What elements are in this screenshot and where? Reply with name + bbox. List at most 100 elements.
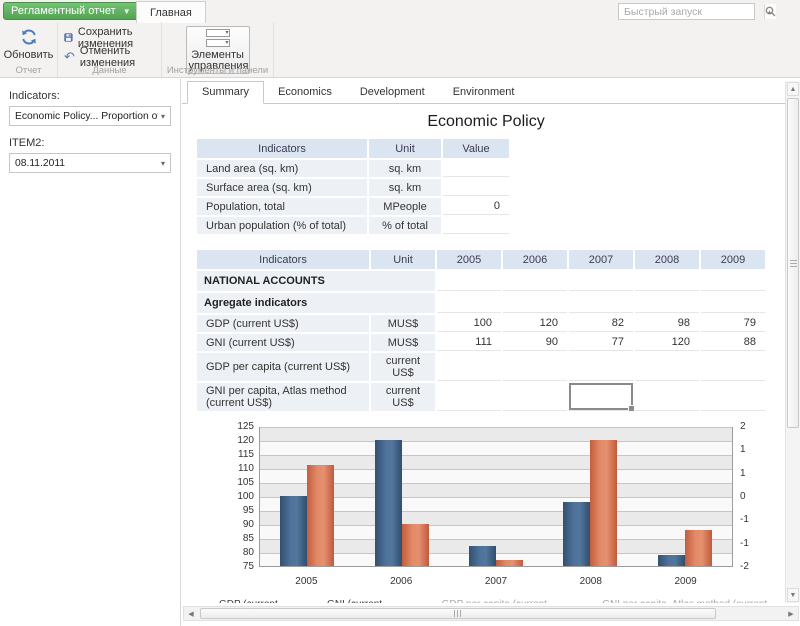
search-button[interactable] <box>764 4 776 19</box>
scroll-up-button[interactable]: ▲ <box>787 82 799 96</box>
bar-gni-2006 <box>401 524 429 566</box>
save-changes-label: Сохранить изменения <box>77 25 134 50</box>
value-cell[interactable]: 111 <box>437 334 501 351</box>
value-cell[interactable]: 0 <box>443 198 509 215</box>
scroll-right-button[interactable]: ▶ <box>784 607 798 620</box>
value-cell[interactable] <box>443 160 509 177</box>
combobox-controls-icon <box>205 28 230 49</box>
main-panel: Summary Economics Development Environmen… <box>182 79 800 626</box>
value-cell[interactable] <box>503 383 567 411</box>
ribbon-group-data: Сохранить изменения ↶ Отменить изменения… <box>58 22 162 77</box>
value-cell[interactable] <box>701 383 765 411</box>
value-cell[interactable] <box>503 353 567 381</box>
ribbon-group-tools: Элементы управления Инструменты и панели <box>162 22 274 77</box>
value-cell[interactable] <box>701 353 765 381</box>
vertical-scrollbar[interactable]: ▲ ▼ <box>785 81 800 603</box>
group-data-label: Данные <box>92 65 127 76</box>
horizontal-scroll-track[interactable] <box>198 607 784 620</box>
value-cell[interactable]: 82 <box>569 315 633 332</box>
scroll-down-button[interactable]: ▼ <box>787 588 799 602</box>
undo-changes-button[interactable]: ↶ Отменить изменения <box>62 45 157 69</box>
bar-gni-2005 <box>307 465 335 566</box>
bar-group-2006 <box>354 427 448 566</box>
bar-group-2005 <box>260 427 354 566</box>
bar-group-2008 <box>543 427 637 566</box>
refresh-button[interactable]: Обновить <box>1 25 57 63</box>
table-row: Population, total MPeople 0 <box>197 198 509 215</box>
value-cell[interactable] <box>635 383 699 411</box>
tab-development[interactable]: Development <box>359 86 425 98</box>
ribbon-tab-home[interactable]: Главная <box>136 1 206 23</box>
indicators-label: Indicators: <box>9 90 60 102</box>
years-table-header: Indicators Unit 2005 2006 2007 2008 2009 <box>197 250 765 269</box>
value-cell[interactable]: 100 <box>437 315 501 332</box>
group-report-label: Отчет <box>15 65 42 76</box>
save-changes-button[interactable]: Сохранить изменения <box>62 26 157 50</box>
summary-table: Indicators Unit Value Land area (sq. km)… <box>195 137 511 236</box>
bar-gdp-2008 <box>563 501 591 566</box>
value-cell[interactable]: 88 <box>701 334 765 351</box>
value-cell[interactable]: 120 <box>635 334 699 351</box>
x-axis-labels: 2005 2006 2007 2008 2009 <box>295 576 697 587</box>
table-row: GDP per capita (current US$) current US$ <box>197 353 765 381</box>
summary-table-header: Indicators Unit Value <box>197 139 509 158</box>
refresh-icon <box>21 29 36 45</box>
search-input[interactable] <box>619 4 764 19</box>
value-cell[interactable]: 79 <box>701 315 765 332</box>
section-row-national-accounts: NATIONAL ACCOUNTS <box>197 271 765 291</box>
arrow-down-icon: ▼ <box>789 591 797 599</box>
horizontal-scrollbar[interactable]: ◀ ▶ <box>183 606 799 621</box>
table-row: GNI (current US$) MUS$ 111 90 77 120 88 <box>197 334 765 351</box>
chevron-down-icon: ▾ <box>160 158 165 168</box>
chevron-down-icon: ▾ <box>160 111 165 121</box>
bar-gdp-2009 <box>657 554 685 566</box>
collapse-ribbon-button[interactable]: ▴ <box>763 6 776 17</box>
controls-button[interactable]: Элементы управления <box>185 26 250 74</box>
value-cell[interactable]: 77 <box>569 334 633 351</box>
table-row: Land area (sq. km) sq. km <box>197 160 509 177</box>
value-cell[interactable]: 98 <box>635 315 699 332</box>
collapse-ribbon-icon: ▴ <box>767 8 772 16</box>
tab-summary[interactable]: Summary <box>187 81 265 104</box>
chart-legend: GDP (current US$) GNI (current US$) GDP … <box>205 599 777 603</box>
thumb-grip-icon <box>454 610 462 617</box>
tab-environment[interactable]: Environment <box>452 86 515 98</box>
tab-economics[interactable]: Economics <box>278 86 332 98</box>
value-cell[interactable] <box>443 179 509 196</box>
value-cell[interactable]: 90 <box>503 334 567 351</box>
years-table: Indicators Unit 2005 2006 2007 2008 2009… <box>195 248 767 413</box>
undo-changes-label: Отменить изменения <box>79 44 136 69</box>
selected-cell[interactable] <box>569 383 635 412</box>
report-menu-button[interactable]: Регламентный отчет ▼ <box>3 2 139 20</box>
item2-dropdown[interactable]: 08.11.2011 ▾ <box>9 153 171 173</box>
bar-gdp-2006 <box>374 440 402 566</box>
indicators-dropdown[interactable]: Economic Policy... Proportion of s... (1… <box>9 106 171 126</box>
vertical-scroll-thumb[interactable] <box>787 98 799 428</box>
undo-icon: ↶ <box>64 49 75 64</box>
value-cell[interactable]: 120 <box>503 315 567 332</box>
arrow-up-icon: ▲ <box>789 85 797 93</box>
bars <box>260 427 732 566</box>
value-cell[interactable] <box>437 383 501 411</box>
table-row: GNI per capita, Atlas method (current US… <box>197 383 765 412</box>
plot-area <box>259 427 733 567</box>
legend-item-gni-per-capita: GNI per capita, Atlas method (current US… <box>578 599 777 603</box>
legend-item-gni: GNI (current US$) <box>313 599 401 603</box>
right-axis: 2 1 1 0 -1 -1 -2 <box>740 421 749 572</box>
bar-gdp-2005 <box>280 496 308 566</box>
value-cell[interactable] <box>569 353 633 381</box>
sidebar: Indicators: Economic Policy... Proportio… <box>0 79 181 626</box>
horizontal-scroll-thumb[interactable] <box>200 608 716 619</box>
value-cell[interactable] <box>437 353 501 381</box>
value-cell[interactable] <box>443 217 509 234</box>
value-cell[interactable] <box>635 353 699 381</box>
ribbon-tab-home-label: Главная <box>150 6 192 19</box>
controls-label: Элементы управления <box>188 48 249 72</box>
scroll-left-button[interactable]: ◀ <box>184 607 198 620</box>
bar-gni-2007 <box>495 560 523 566</box>
item2-label: ITEM2: <box>9 137 45 149</box>
thumb-grip-icon <box>789 259 797 267</box>
table-row: Surface area (sq. km) sq. km <box>197 179 509 196</box>
group-tools-label: Инструменты и панели <box>166 65 269 76</box>
item2-dropdown-value: 08.11.2011 <box>15 157 66 169</box>
